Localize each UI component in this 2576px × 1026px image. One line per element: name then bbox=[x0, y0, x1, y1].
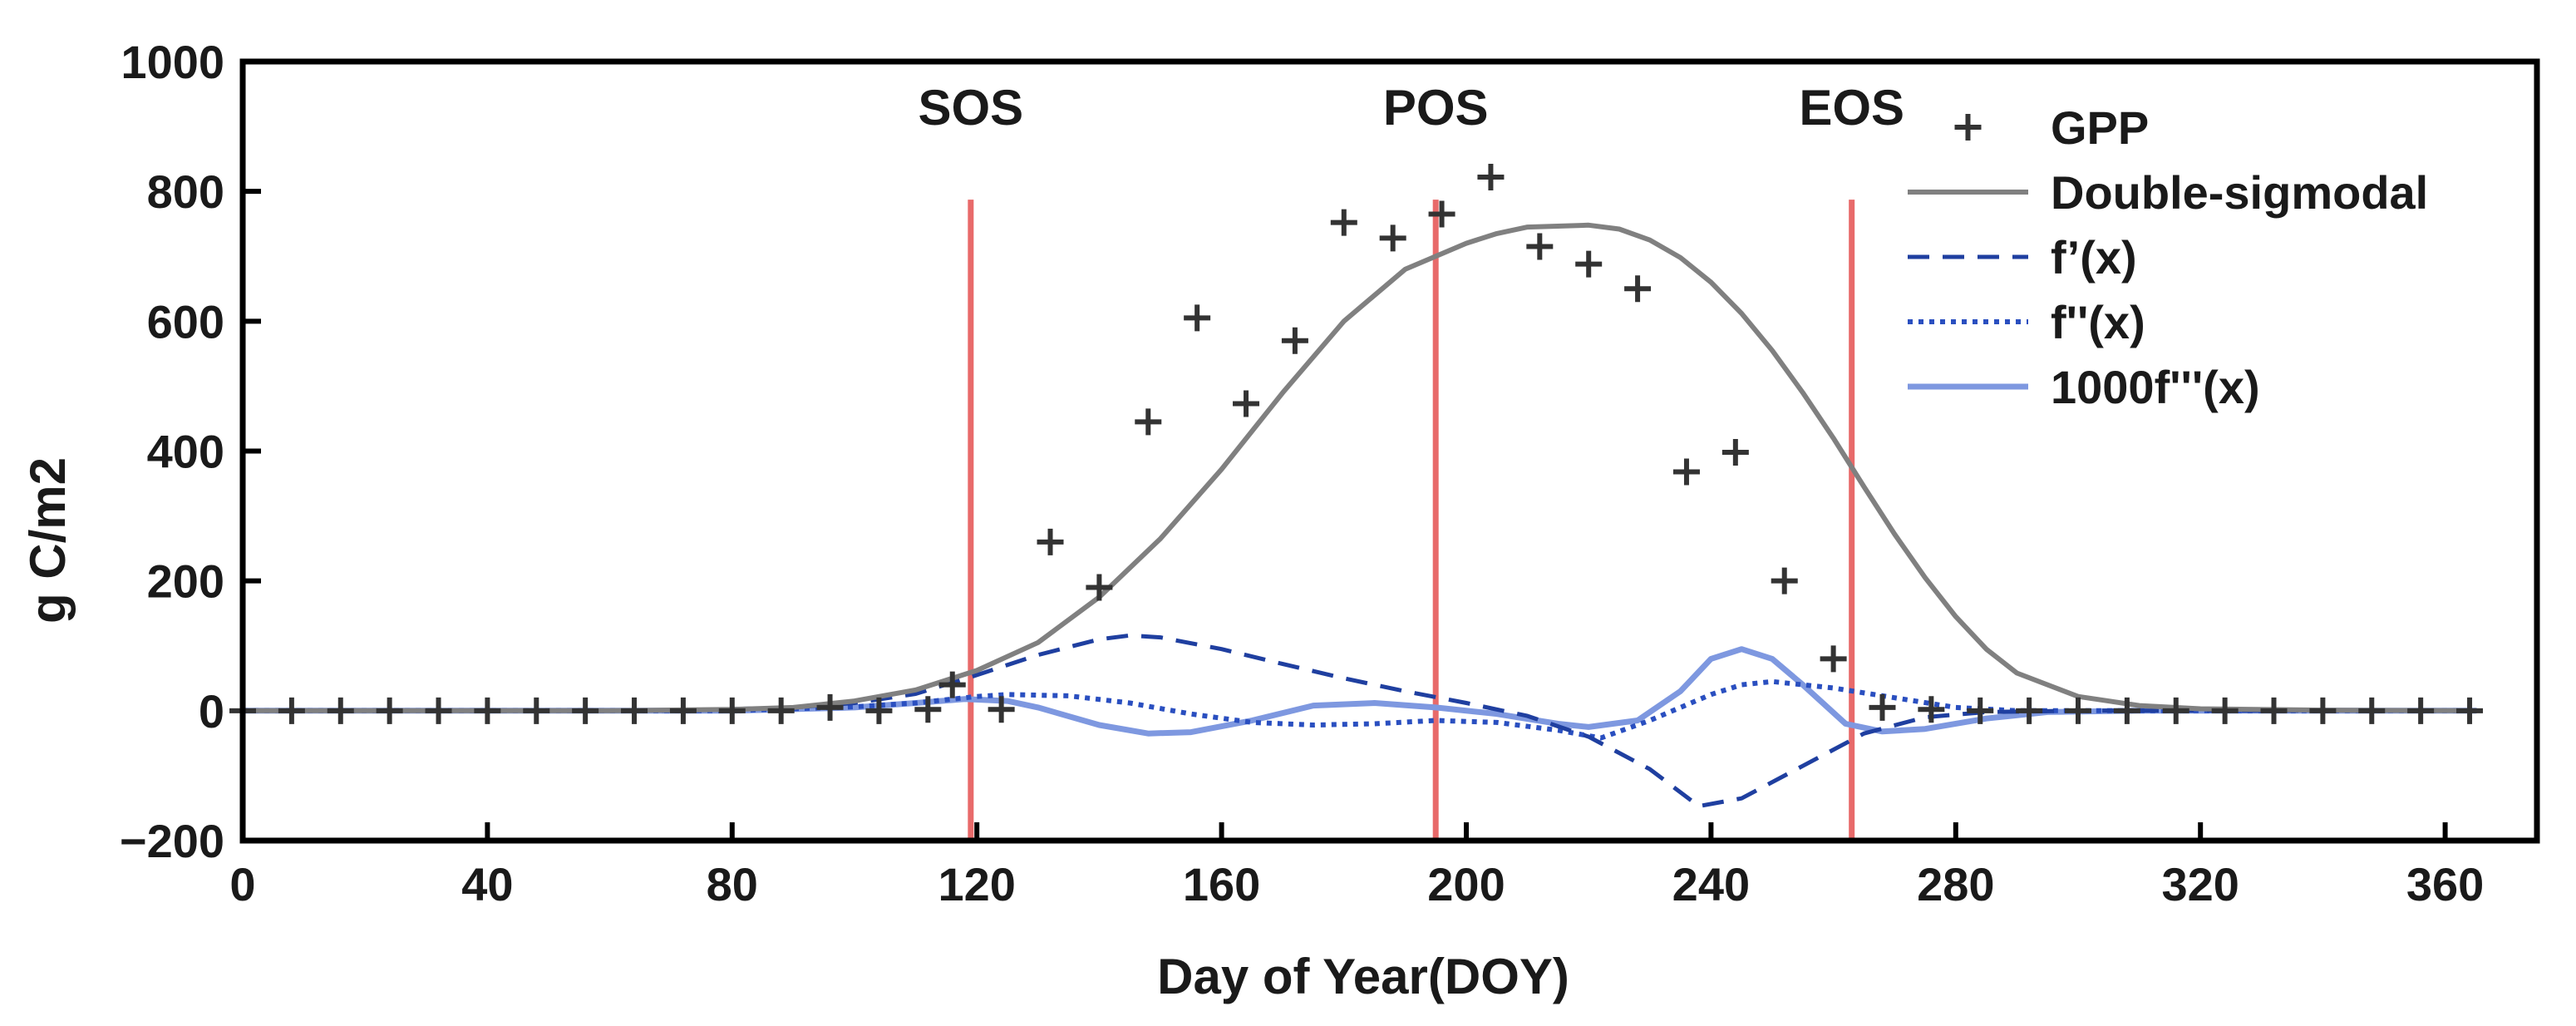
x-tick-label: 360 bbox=[2406, 858, 2484, 910]
phase-lines: SOS POS EOS bbox=[918, 80, 1904, 841]
gpp-marker bbox=[865, 697, 893, 724]
axis-ticks: 0 40 80 120 160 200 240 280 320 360−2000200400600… bbox=[120, 36, 2484, 910]
x-tick-label: 240 bbox=[1672, 858, 1750, 910]
gpp-marker bbox=[1869, 693, 1896, 721]
legend-label: f''(x) bbox=[2051, 296, 2145, 348]
gpp-marker bbox=[2260, 697, 2288, 724]
gpp-marker bbox=[1820, 645, 1847, 673]
phase-label-pos: POS bbox=[1383, 80, 1489, 136]
gpp-marker bbox=[474, 697, 501, 724]
legend-item: Double-sigmodal bbox=[1908, 166, 2428, 219]
gpp-marker bbox=[1379, 224, 1406, 252]
gpp-marker bbox=[988, 696, 1015, 723]
plot-series bbox=[229, 163, 2484, 809]
y-tick-label: 200 bbox=[147, 555, 224, 608]
x-tick-label: 0 bbox=[229, 858, 255, 910]
legend-label: Double-sigmodal bbox=[2051, 166, 2428, 219]
y-tick-label: 400 bbox=[147, 426, 224, 478]
plot-frame bbox=[239, 58, 2540, 844]
gpp-marker bbox=[1086, 574, 1113, 601]
gpp-marker bbox=[1575, 250, 1603, 278]
gpp-marker bbox=[1233, 390, 1260, 417]
y-tick-label: 0 bbox=[199, 685, 224, 737]
gpp-marker bbox=[1184, 304, 1211, 332]
x-tick-label: 200 bbox=[1427, 858, 1505, 910]
legend-label: 1000f'''(x) bbox=[2051, 361, 2260, 413]
x-tick-label: 40 bbox=[461, 858, 513, 910]
gpp-marker bbox=[2113, 697, 2140, 724]
x-tick-label: 280 bbox=[1917, 858, 1994, 910]
gpp-marker bbox=[572, 697, 599, 724]
gpp-marker bbox=[914, 696, 942, 723]
gpp-marker bbox=[2456, 697, 2484, 724]
gpp-marker bbox=[1721, 439, 1749, 466]
series-line-2 bbox=[243, 633, 2476, 809]
gpp-marker bbox=[376, 697, 403, 724]
gpp-marker bbox=[327, 697, 354, 724]
gpp-marker bbox=[1771, 567, 1798, 594]
y-tick-label: 1000 bbox=[121, 36, 224, 88]
gpp-marker bbox=[1135, 408, 1162, 436]
gpp-marker bbox=[2211, 697, 2239, 724]
x-tick-label: 160 bbox=[1183, 858, 1260, 910]
gpp-marker bbox=[2309, 697, 2337, 724]
legend-item: f''(x) bbox=[1908, 296, 2145, 348]
gpp-marker bbox=[1624, 275, 1652, 303]
x-axis-title: Day of Year(DOY) bbox=[1157, 949, 1569, 1004]
gpp-marker bbox=[1037, 528, 1064, 555]
gpp-marker bbox=[2407, 697, 2435, 724]
phase-label-eos: EOS bbox=[1799, 80, 1904, 136]
gpp-marker bbox=[1281, 327, 1308, 354]
gpp-marker bbox=[1967, 697, 1994, 724]
gpp-marker bbox=[669, 697, 697, 724]
gpp-marker bbox=[718, 697, 746, 724]
legend-item: f’(x) bbox=[1908, 231, 2137, 284]
y-axis-title-group: g C/m2 bbox=[20, 457, 76, 624]
y-tick-label: 800 bbox=[147, 165, 224, 218]
gpp-marker bbox=[1526, 233, 1554, 260]
gpp-marker bbox=[2162, 697, 2189, 724]
gpp-marker bbox=[816, 693, 844, 721]
legend-item: GPP bbox=[1954, 101, 2149, 154]
series-line-1 bbox=[240, 222, 2479, 713]
legend: GPP Double-sigmodal f’(x) f''(x) 1000f'''(x) bbox=[1908, 101, 2428, 413]
x-tick-label: 320 bbox=[2161, 858, 2239, 910]
gpp-marker bbox=[621, 697, 648, 724]
gpp-marker bbox=[2016, 697, 2043, 724]
gpp-marker bbox=[1428, 200, 1455, 228]
gpp-marker bbox=[425, 697, 452, 724]
phase-label-sos: SOS bbox=[918, 80, 1023, 136]
y-tick-label: −200 bbox=[120, 815, 224, 867]
gpp-marker bbox=[1918, 696, 1945, 723]
x-tick-label: 120 bbox=[938, 858, 1015, 910]
gpp-marker bbox=[1477, 163, 1505, 190]
y-tick-label: 600 bbox=[147, 295, 224, 348]
x-tick-label: 80 bbox=[707, 858, 758, 910]
legend-item: 1000f'''(x) bbox=[1908, 361, 2260, 413]
gpp-marker bbox=[523, 697, 550, 724]
legend-label: f’(x) bbox=[2051, 231, 2137, 284]
gpp-marker bbox=[278, 697, 305, 724]
gpp-marker bbox=[2065, 697, 2091, 724]
gpp-marker bbox=[1330, 209, 1357, 236]
series-line-4 bbox=[239, 646, 2479, 737]
gpp-marker bbox=[1672, 458, 1700, 486]
gpp-marker bbox=[767, 697, 795, 724]
legend-label: GPP bbox=[2051, 101, 2149, 154]
gpp-marker bbox=[2358, 697, 2386, 724]
gpp-marker bbox=[938, 671, 966, 698]
y-axis-title: g C/m2 bbox=[20, 457, 76, 624]
